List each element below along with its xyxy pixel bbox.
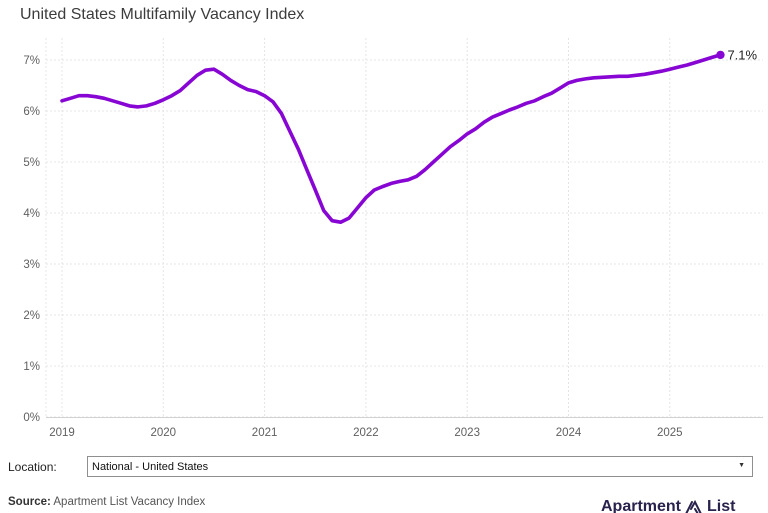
end-value-label: 7.1% xyxy=(727,47,757,62)
x-tick-label: 2022 xyxy=(353,427,379,439)
source-text: Apartment List Vacancy Index xyxy=(53,496,206,508)
y-tick-label: 1% xyxy=(23,361,40,373)
location-select[interactable]: National - United States xyxy=(87,456,753,477)
y-tick-label: 3% xyxy=(23,259,40,271)
y-tick-label: 6% xyxy=(23,106,40,118)
logo-word-apartment: Apartment xyxy=(601,498,682,513)
y-tick-label: 5% xyxy=(23,157,40,169)
page-title: United States Multifamily Vacancy Index xyxy=(20,6,305,23)
line-endpoint-marker xyxy=(716,50,725,60)
x-tick-label: 2023 xyxy=(454,427,480,439)
y-tick-label: 7% xyxy=(23,55,40,67)
x-tick-label: 2019 xyxy=(49,427,75,439)
source-label: Source: xyxy=(8,496,51,508)
x-tick-label: 2020 xyxy=(151,427,177,439)
location-select-wrapper: National - United States ▼ xyxy=(87,456,753,477)
x-tick-label: 2024 xyxy=(556,427,582,439)
source-note: Source: Apartment List Vacancy Index xyxy=(8,496,205,508)
apartment-list-logo: Apartment List xyxy=(601,498,735,513)
y-tick-label: 4% xyxy=(23,208,40,220)
y-tick-label: 0% xyxy=(23,412,40,424)
logo-word-list: List xyxy=(707,498,736,513)
x-tick-label: 2025 xyxy=(657,427,683,439)
house-icon xyxy=(685,499,702,513)
x-tick-label: 2021 xyxy=(252,427,278,439)
location-label: Location: xyxy=(8,460,57,474)
y-tick-label: 2% xyxy=(23,310,40,322)
vacancy-line xyxy=(60,53,723,224)
vacancy-index-chart: 0% 1% 2% 3% 4% 5% 6% 7% 2019 2020 2021 2022 2023 2024… xyxy=(23,38,763,439)
